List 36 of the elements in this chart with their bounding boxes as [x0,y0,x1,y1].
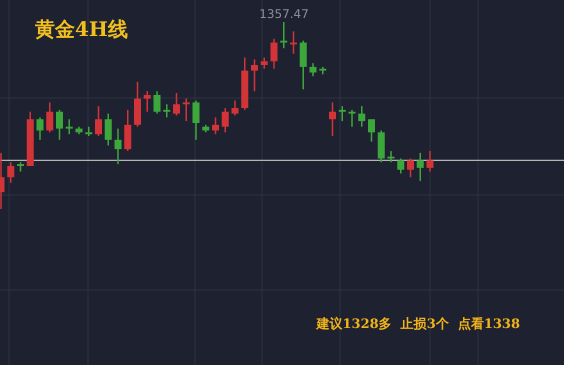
candlestick [260,56,268,70]
candlestick [144,90,151,113]
candlestick [212,116,219,135]
candlestick [270,38,278,70]
chart-title: 黄金4H线 [34,17,128,41]
candlestick [154,90,160,114]
candlestick [407,158,414,178]
candlestick [56,109,63,141]
candlestick [397,158,404,174]
candlestick [426,150,434,172]
candlestick [232,100,238,116]
candlestick [416,152,424,182]
candlestick [104,112,112,146]
candlestick [251,58,258,92]
candlestick [388,150,394,163]
candlestick [358,105,366,128]
candlestick [310,62,316,77]
candlestick [66,118,73,135]
text: 建议1328多 止损3个 点看1338 [315,316,520,332]
candlestick [95,105,102,137]
candlestick [7,162,14,184]
candlestick [280,21,288,49]
candlestick [368,118,375,142]
candlestick [173,92,180,116]
candlestick [46,102,54,134]
candlestick [17,162,24,172]
candlestick [290,30,297,55]
candlestick [182,98,190,122]
candlestick [338,105,346,122]
candlestick [114,128,122,165]
candlestick [36,116,44,141]
candlestick [192,100,200,141]
annotation: 1357.47 [259,7,309,21]
candlestick [222,107,229,134]
candlestick [163,104,170,118]
candlestick [329,102,336,137]
